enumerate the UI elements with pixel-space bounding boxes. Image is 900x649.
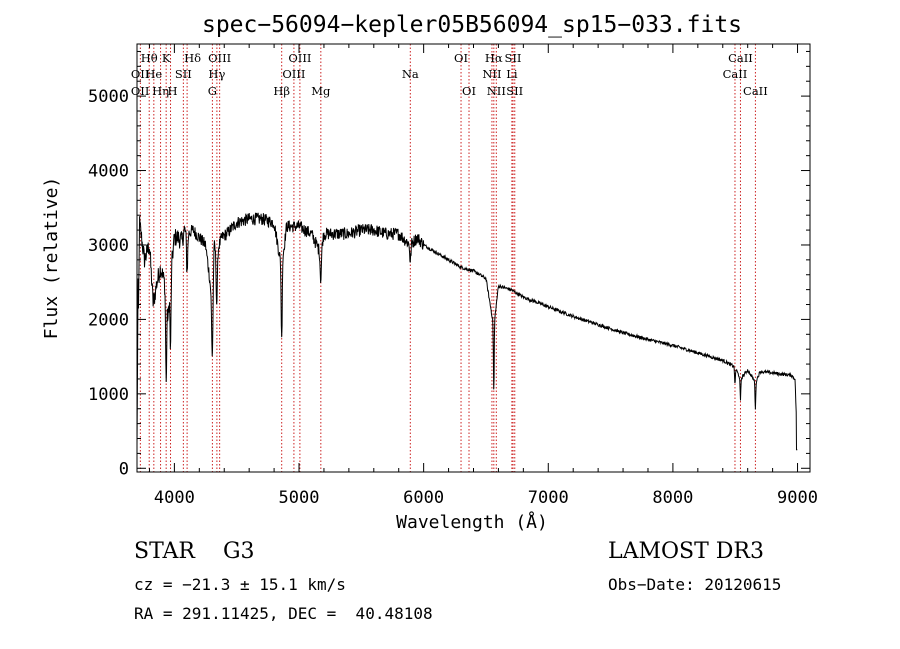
spectrum-line (136, 212, 798, 451)
object-class: STAR G3 (134, 539, 255, 564)
obs-date: Obs−Date: 20120615 (608, 575, 782, 594)
spectral-line-label: CaII (723, 67, 748, 81)
spectral-line-label: H (168, 84, 178, 98)
spectral-line-label: Li (506, 67, 518, 81)
spectral-line-label: He (145, 67, 162, 81)
spectral-line-label: Hδ (184, 51, 201, 65)
spectral-line-label: CaII (728, 51, 753, 65)
spectral-line-label: OII (131, 67, 150, 81)
spectral-line-label: OII (131, 84, 150, 98)
spectral-line-label: NII (482, 67, 501, 81)
spectral-line-label: Hη (152, 84, 169, 98)
y-axis-label: Flux (relative) (41, 177, 62, 340)
y-tick-label: 5000 (88, 87, 129, 107)
spectral-line-label: SII (506, 84, 523, 98)
y-tick-label: 2000 (88, 310, 129, 330)
redshift-cz: cz = −21.3 ± 15.1 km/s (134, 575, 346, 594)
spectral-line-label: Hβ (273, 84, 290, 98)
spectral-line-label: CaII (743, 84, 768, 98)
x-tick-label: 7000 (528, 488, 569, 508)
spectral-line-label: NII (487, 84, 506, 98)
y-axis-ticks: 0 1000 2000 3000 4000 5000 (88, 50, 810, 479)
y-tick-label: 4000 (88, 162, 129, 182)
spectral-line-label: Hα (485, 51, 503, 65)
chart-title: spec−56094−kepler05B56094_sp15−033.fits (202, 12, 742, 38)
spectral-line-label: OIII (288, 51, 311, 65)
x-tick-label: 5000 (279, 488, 320, 508)
x-tick-label: 8000 (652, 488, 693, 508)
spectral-line-label: Mg (311, 84, 331, 98)
spectral-line-label: SII (175, 67, 192, 81)
spectral-line-label: G (208, 84, 217, 98)
spectral-line-label: K (162, 51, 171, 65)
spectral-line-labels: OII OII Hθ He Hη K H SII Hδ G OIII Hγ Hβ OIII OIII Mg Na… (131, 51, 768, 98)
plot-frame (136, 43, 811, 473)
x-axis-label: Wavelength (Å) (396, 511, 548, 533)
x-tick-label: 6000 (403, 488, 444, 508)
spectral-line-label: OIII (282, 67, 305, 81)
y-tick-label: 1000 (88, 385, 129, 405)
coordinates: RA = 291.11425, DEC = 40.48108 (134, 604, 433, 623)
y-tick-label: 3000 (88, 236, 129, 256)
survey-name: LAMOST DR3 (608, 539, 764, 564)
spectral-line-label: SII (505, 51, 522, 65)
x-tick-label: 9000 (777, 488, 818, 508)
spectral-line-label: OIII (208, 51, 231, 65)
x-tick-label: 4000 (154, 488, 195, 508)
spectral-line-label: OI (454, 51, 468, 65)
spectral-line-label: Na (402, 67, 419, 81)
x-axis-ticks: 4000 5000 6000 7000 8000 9000 (148, 44, 818, 508)
spectral-line-label: Hγ (208, 67, 225, 81)
y-tick-label: 0 (119, 459, 129, 479)
spectral-line-label: Hθ (141, 51, 158, 65)
spectral-line-label: OI (462, 84, 476, 98)
